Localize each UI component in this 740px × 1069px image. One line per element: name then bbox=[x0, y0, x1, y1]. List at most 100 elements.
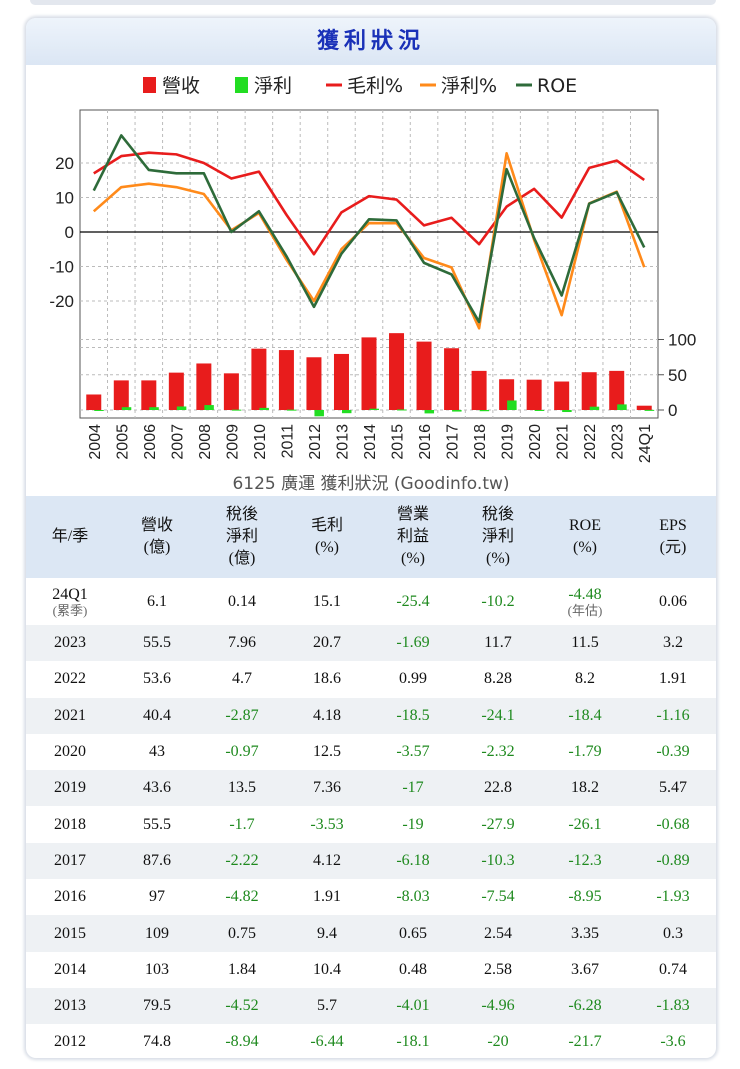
cell-value: 43 bbox=[149, 743, 165, 761]
net-profit-bar bbox=[534, 410, 545, 411]
revenue-bar bbox=[141, 380, 157, 410]
table-cell: 4.12 bbox=[284, 843, 370, 879]
table-cell: -18.1 bbox=[370, 1024, 456, 1058]
x-tick-label: 2013 bbox=[334, 424, 351, 460]
header-line: ROE bbox=[569, 517, 601, 534]
cell-value: -18.4 bbox=[568, 706, 602, 724]
cell-value: -6.28 bbox=[568, 997, 602, 1015]
x-tick-label: 2014 bbox=[362, 424, 379, 460]
year-label: 2018 bbox=[54, 815, 86, 833]
header-line: 營業 bbox=[396, 506, 429, 523]
year-label: 2013 bbox=[54, 997, 86, 1015]
x-tick-label: 2010 bbox=[252, 424, 269, 460]
cell-value: -0.68 bbox=[656, 815, 690, 833]
legend-label: ROE bbox=[537, 75, 577, 97]
x-tick-label: 2004 bbox=[87, 424, 104, 460]
net-profit-bar bbox=[424, 410, 435, 414]
cell-value: -24.1 bbox=[481, 706, 515, 724]
cell-value: 12.5 bbox=[313, 743, 341, 761]
cell-value: 1.91 bbox=[313, 888, 341, 906]
table-row: 2020 43 -0.97 12.5 -3.57 -2.32 -1.79 -0.39 bbox=[26, 734, 716, 770]
table-cell: -7.54 bbox=[456, 879, 540, 915]
cell-value: 22.8 bbox=[484, 779, 512, 797]
table-cell: -18.4 bbox=[540, 698, 630, 734]
table-cell: 53.6 bbox=[114, 661, 200, 697]
table-row: 2013 79.5 -4.52 5.7 -4.01 -4.96 -6.28 -1.83 bbox=[26, 987, 716, 1025]
cell-value: -20 bbox=[487, 1033, 509, 1051]
cell-value: 8.2 bbox=[575, 670, 595, 688]
header-line: (億) bbox=[143, 539, 171, 556]
revenue-bar bbox=[278, 350, 294, 410]
table-row: 2014 103 1.84 10.4 0.48 2.58 3.67 0.74 bbox=[26, 952, 716, 988]
header-line: 稅後 bbox=[225, 506, 258, 523]
year-cell: 2012 bbox=[26, 1024, 114, 1058]
cell-value: 6.1 bbox=[147, 592, 167, 610]
table-cell: 3.67 bbox=[540, 952, 630, 988]
cell-value: -19 bbox=[402, 815, 424, 833]
table-cell: -26.1 bbox=[540, 806, 630, 842]
cell-value: 11.7 bbox=[484, 634, 512, 652]
cell-value: -3.6 bbox=[660, 1033, 686, 1051]
year-cell: 2014 bbox=[26, 952, 114, 988]
cell-value: 4.18 bbox=[313, 706, 341, 724]
cell-value: 0.65 bbox=[399, 924, 427, 942]
net-profit-bar bbox=[562, 410, 572, 413]
table-cell: 0.14 bbox=[200, 578, 284, 625]
cell-value: 2.58 bbox=[484, 960, 512, 978]
table-cell: -24.1 bbox=[456, 698, 540, 734]
legend-swatch bbox=[235, 77, 248, 93]
table-cell: -8.95 bbox=[540, 879, 630, 915]
column-header: 營業 利益 (%) bbox=[370, 496, 456, 578]
table-row: 2018 55.5 -1.7 -3.53 -19 -27.9 -26.1 -0.68 bbox=[26, 806, 716, 842]
cell-value: -3.53 bbox=[310, 815, 344, 833]
year-cell: 2018 bbox=[26, 806, 114, 842]
table-cell: -20 bbox=[456, 1024, 540, 1058]
header-line: (%) bbox=[315, 539, 339, 556]
cell-value: 0.99 bbox=[399, 670, 427, 688]
table-cell: -2.87 bbox=[200, 698, 284, 734]
cell-value: -10.2 bbox=[481, 592, 515, 610]
table-cell: 43 bbox=[114, 734, 200, 770]
table-cell: 5.7 bbox=[284, 988, 370, 1024]
table-cell: 109 bbox=[114, 915, 200, 951]
revenue-bar bbox=[554, 381, 570, 410]
table-cell: 15.1 bbox=[284, 578, 370, 625]
table-row: 2012 74.8 -8.94 -6.44 -18.1 -20 -21.7 -3.6 bbox=[26, 1024, 716, 1058]
table-cell: -3.6 bbox=[630, 1024, 716, 1058]
table-row: 2016 97 -4.82 1.91 -8.03 -7.54 -8.95 -1.93 bbox=[26, 879, 716, 915]
table-cell: 0.3 bbox=[630, 915, 716, 951]
table-cell: -21.7 bbox=[540, 1024, 630, 1058]
cell-value: -6.44 bbox=[310, 1033, 344, 1051]
cell-value: -6.18 bbox=[396, 851, 430, 869]
year-cell: 2017 bbox=[26, 843, 114, 879]
year-label: 2020 bbox=[54, 743, 86, 761]
table-cell: -10.3 bbox=[456, 843, 540, 879]
table-cell: -4.96 bbox=[456, 988, 540, 1024]
net-profit-bar bbox=[617, 404, 627, 410]
table-cell: 0.75 bbox=[200, 915, 284, 951]
cell-value: -1.79 bbox=[568, 743, 602, 761]
table-cell: -12.3 bbox=[540, 843, 630, 879]
table-cell: -1.93 bbox=[630, 879, 716, 915]
table-cell: 79.5 bbox=[114, 988, 200, 1024]
cell-value: 4.7 bbox=[232, 670, 252, 688]
revenue-bar bbox=[636, 405, 652, 410]
cell-value: -0.39 bbox=[656, 743, 690, 761]
table-cell: 40.4 bbox=[114, 698, 200, 734]
revenue-bar bbox=[361, 337, 377, 410]
cell-value: 0.3 bbox=[663, 924, 683, 942]
table-cell: 18.6 bbox=[284, 661, 370, 697]
revenue-bar bbox=[306, 357, 322, 410]
cell-value: -1.83 bbox=[656, 997, 690, 1015]
cell-value: 55.5 bbox=[143, 815, 171, 833]
table-cell: 5.47 bbox=[630, 770, 716, 806]
legend-label: 淨利 bbox=[254, 75, 292, 97]
table-cell: 11.7 bbox=[456, 625, 540, 661]
cell-value: -4.52 bbox=[225, 997, 259, 1015]
cell-value: 3.35 bbox=[571, 924, 599, 942]
table-cell: 2.54 bbox=[456, 915, 540, 951]
cell-value: -25.4 bbox=[396, 592, 430, 610]
cell-value: -0.97 bbox=[225, 743, 259, 761]
cell-value: 0.48 bbox=[399, 960, 427, 978]
y-tick-label: 10 bbox=[55, 189, 74, 208]
